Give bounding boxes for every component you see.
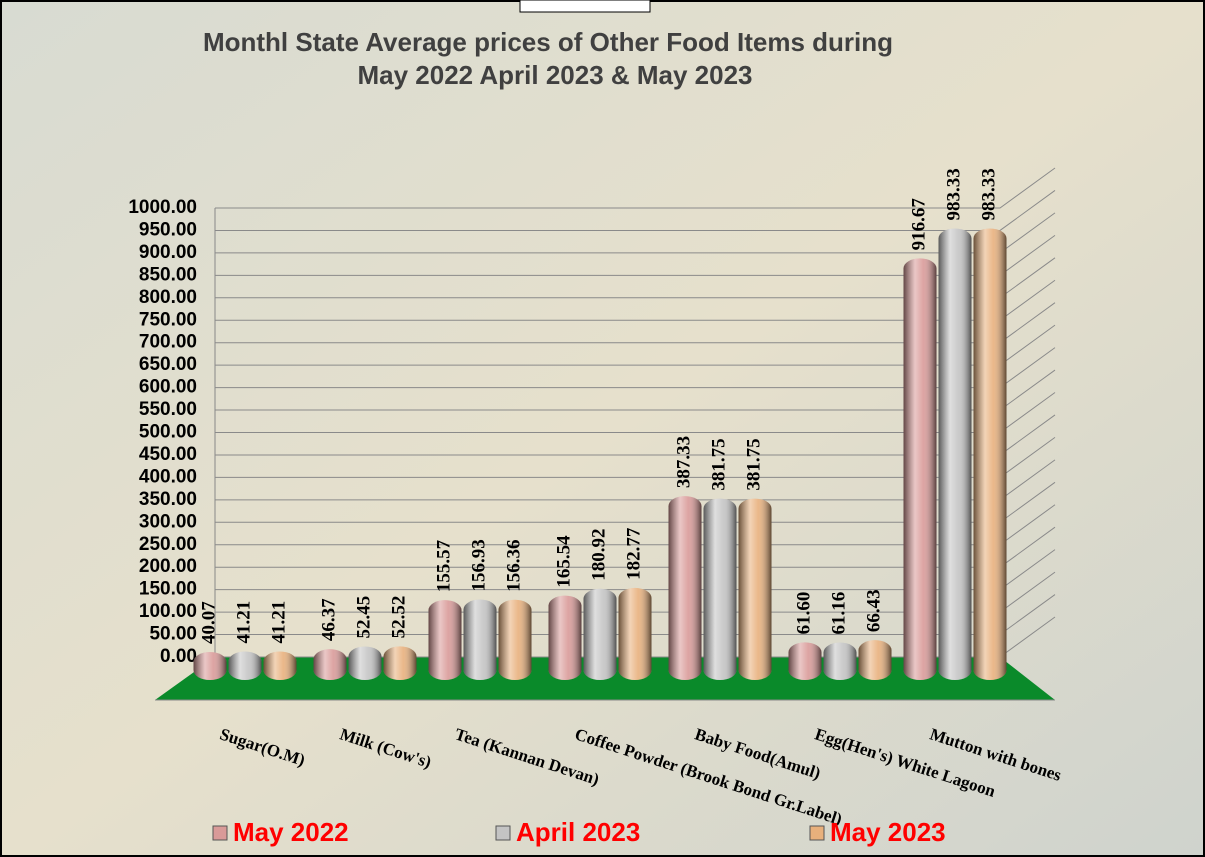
y-tick-label: 400.00 xyxy=(139,466,197,487)
legend-swatch xyxy=(809,825,825,841)
legend-label: May 2022 xyxy=(233,817,349,847)
value-label: 381.75 xyxy=(708,438,729,490)
bar-shade xyxy=(463,599,497,680)
value-label: 180.92 xyxy=(588,529,609,581)
value-label: 182.77 xyxy=(623,527,644,580)
bar-shade xyxy=(498,599,532,680)
y-tick-label: 550.00 xyxy=(139,399,197,420)
value-label: 165.54 xyxy=(553,535,574,588)
value-label: 381.75 xyxy=(743,438,764,490)
y-tick-label: 600.00 xyxy=(139,377,197,398)
y-tick-label: 1000.00 xyxy=(128,197,197,218)
y-tick-label: 900.00 xyxy=(139,242,197,263)
bar-shade xyxy=(228,651,262,680)
y-tick-label: 200.00 xyxy=(139,556,197,577)
value-label: 156.36 xyxy=(503,540,524,592)
y-tick-label: 300.00 xyxy=(139,511,197,532)
y-tick-label: 350.00 xyxy=(139,489,197,510)
legend-label: April 2023 xyxy=(516,817,640,847)
bar-shade xyxy=(738,498,772,680)
y-tick-label: 150.00 xyxy=(139,579,197,600)
bar-shade xyxy=(973,228,1007,680)
y-tick-label: 450.00 xyxy=(139,444,197,465)
bar-shade xyxy=(788,642,822,680)
value-label: 983.33 xyxy=(978,168,999,220)
y-tick-label: 50.00 xyxy=(149,624,197,645)
y-tick-label: 100.00 xyxy=(139,601,197,622)
value-label: 66.43 xyxy=(863,589,884,632)
bar-shade xyxy=(823,642,857,680)
value-label: 61.60 xyxy=(793,592,814,635)
y-tick-label: 650.00 xyxy=(139,354,197,375)
bar-shade xyxy=(703,498,737,680)
bar-shade xyxy=(428,600,462,680)
header-tab xyxy=(519,0,651,13)
value-label: 983.33 xyxy=(943,168,964,220)
bar-shade xyxy=(263,651,297,680)
bar-shade xyxy=(938,228,972,680)
bar-shade xyxy=(348,646,382,680)
legend-swatch xyxy=(495,825,511,841)
y-tick-label: 500.00 xyxy=(139,422,197,443)
value-label: 61.16 xyxy=(828,592,849,635)
legend-swatch xyxy=(212,825,228,841)
value-label: 916.67 xyxy=(908,198,929,251)
bar-shade xyxy=(583,588,617,680)
y-tick-label: 800.00 xyxy=(139,287,197,308)
value-label: 41.21 xyxy=(233,601,254,644)
chart-title: May 2022 April 2023 & May 2023 xyxy=(357,60,752,90)
bar-shade xyxy=(858,640,892,680)
value-label: 46.37 xyxy=(318,598,339,641)
y-tick-label: 700.00 xyxy=(139,332,197,353)
y-tick-label: 950.00 xyxy=(139,219,197,240)
value-label: 52.52 xyxy=(388,596,409,639)
bar-shade xyxy=(903,258,937,680)
grid-line xyxy=(215,167,1056,209)
bar-shade xyxy=(618,587,652,680)
bar-shade xyxy=(383,646,417,680)
value-label: 156.93 xyxy=(468,539,489,591)
bar-shade xyxy=(668,496,702,680)
value-label: 40.07 xyxy=(198,601,219,644)
bar-shade xyxy=(313,649,347,680)
legend-label: May 2023 xyxy=(830,817,946,847)
chart-title: Monthl State Average prices of Other Foo… xyxy=(203,27,893,57)
value-label: 155.57 xyxy=(433,539,454,592)
bar-shade xyxy=(193,652,227,680)
bar-shade xyxy=(548,595,582,680)
value-label: 387.33 xyxy=(673,436,694,488)
y-tick-label: 0.00 xyxy=(160,646,197,667)
value-label: 52.45 xyxy=(353,596,374,639)
y-tick-label: 850.00 xyxy=(139,264,197,285)
value-label: 41.21 xyxy=(268,601,289,644)
y-tick-label: 750.00 xyxy=(139,309,197,330)
grid-line xyxy=(215,190,1056,231)
y-tick-label: 250.00 xyxy=(139,534,197,555)
